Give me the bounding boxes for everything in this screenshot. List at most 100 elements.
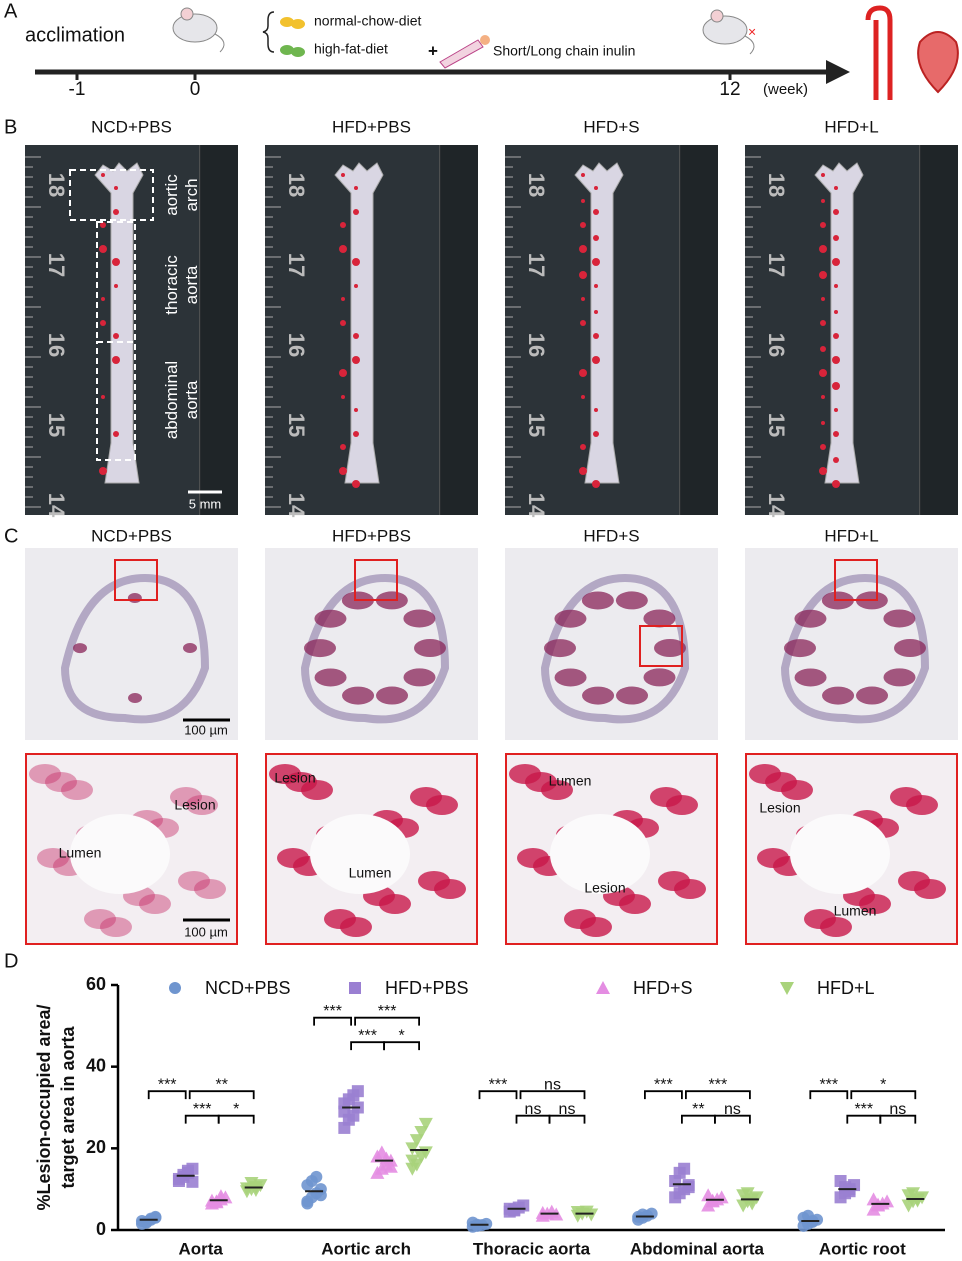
lumen [310,814,410,894]
sig-bracket [685,1090,751,1100]
region-line: thoracic [162,255,181,315]
photo-shade [919,145,958,515]
lesion-spot [339,369,347,377]
data-point [678,1162,691,1175]
plaque [128,693,143,703]
sig-bracket [548,1114,586,1124]
label: + [428,41,438,60]
lesion-spot [820,320,826,326]
lesion-spot [581,297,585,301]
label: 15 [44,413,69,437]
data-point [508,1204,521,1217]
label: Lesion [174,797,215,813]
legend-label: HFD+S [633,978,693,998]
plaque [794,668,827,687]
lesion-spot [592,258,600,266]
data-point [418,1117,433,1131]
plaque [883,609,916,628]
lesion-spot [353,209,359,215]
sig-label: ns [724,1101,741,1118]
lesion-spot [834,310,838,314]
sig-bracket [313,1016,352,1026]
pellet [291,19,305,29]
heart-icon [917,31,959,94]
lesion-spot [341,173,345,177]
label: 100 µm [184,924,228,939]
lesion-spot [581,173,585,177]
lesion-spot [593,333,599,339]
label: Lesion [274,770,315,786]
sig-label: *** [378,1003,397,1020]
data-point [310,1170,323,1183]
label: 16 [284,333,309,357]
photo-shade [199,145,238,515]
sig-label: *** [854,1101,873,1118]
x-tick-label: Abdominal aorta [630,1239,765,1258]
label: 14 [44,493,69,518]
data-point [213,1189,228,1203]
label: 15 [284,413,309,437]
data-point [301,1197,314,1210]
label: HFD+PBS [332,526,411,545]
lesion-spot [819,369,827,377]
sig-label: ** [215,1076,227,1093]
plaque [582,686,615,705]
label: Lumen [549,773,592,789]
lesion-spot [819,271,827,279]
sig-bracket [850,1090,917,1100]
data-point [535,1205,550,1219]
label: Lumen [834,903,877,919]
data-point [405,1154,420,1168]
lesion-spot [821,173,825,177]
lesion-spot [340,444,346,450]
label: high-fat-diet [314,41,388,57]
y-tick-label: 40 [86,1055,106,1075]
plaque [643,609,676,628]
legend-label: HFD+PBS [385,978,469,998]
lesion-spot [112,356,120,364]
region-label: thoracicaorta [162,255,201,315]
region-line: abdominal [162,361,181,439]
label: 14 [524,493,549,518]
lesion-spot [593,209,599,215]
data-point [570,1206,585,1220]
inset-lesion [84,909,116,929]
lesion-spot [101,173,105,177]
data-point [383,1159,398,1173]
inset-lesion [619,894,651,914]
sig-label: * [880,1076,886,1093]
lesion-spot [820,444,826,450]
inset-lesion [906,795,938,815]
sig-bracket [354,1016,420,1026]
sig-label: ns [544,1076,561,1093]
plaque [127,593,142,604]
lesion-spot [593,431,599,437]
label: 12 [719,79,740,100]
lesion-spot [821,421,825,425]
sig-label: *** [358,1027,377,1044]
lesion-spot [114,186,118,190]
inset-lesion [37,848,69,868]
data-point [338,1105,351,1118]
pellet [280,17,294,27]
sig-label: ns [889,1101,906,1118]
inset-lesion [820,917,852,937]
data-point [740,1187,755,1201]
sig-bracket [147,1090,187,1100]
lesion-spot [819,245,827,253]
lesion-spot [833,235,839,241]
lesion-spot [99,245,107,253]
label: Lesion [584,880,625,896]
lesion-spot [354,284,358,288]
inset-lesion [194,879,226,899]
region-line: aorta [182,380,201,419]
lumen [70,814,170,894]
brace [262,11,275,53]
photo-shade [679,145,718,515]
roi-box [834,559,878,601]
label: 16 [524,333,549,357]
lesion-spot [101,395,105,399]
label: 100 µm [184,722,228,737]
data-point [405,1142,420,1156]
